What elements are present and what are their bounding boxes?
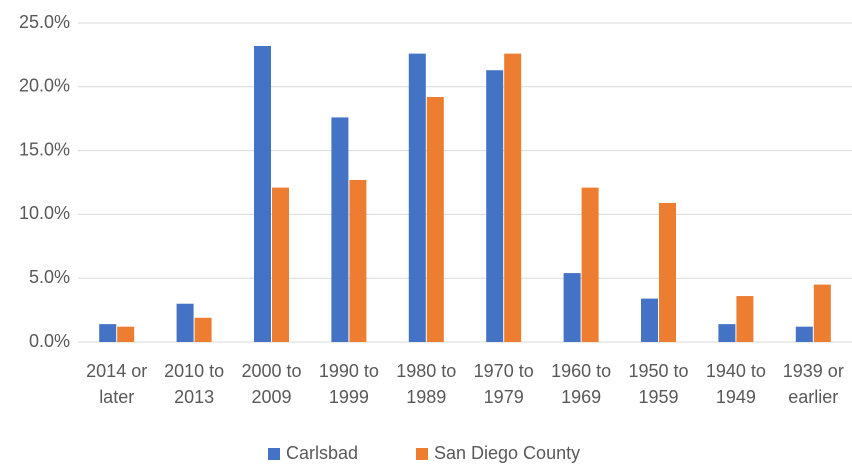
bar — [581, 187, 599, 342]
x-tick-label: 1970 to 1979 — [474, 361, 534, 407]
bar — [176, 303, 194, 342]
y-tick-label: 10.0% — [19, 203, 70, 223]
bar — [813, 284, 831, 342]
bar — [736, 296, 754, 342]
bar — [194, 317, 212, 342]
bar — [659, 202, 676, 342]
bar — [504, 53, 522, 343]
y-tick-label: 25.0% — [19, 12, 70, 32]
y-tick-label: 15.0% — [19, 139, 70, 159]
bar — [563, 273, 581, 342]
bar — [641, 298, 658, 342]
x-tick-label: 1960 to 1969 — [551, 361, 611, 407]
legend-swatch — [268, 448, 280, 460]
legend-label: Carlsbad — [286, 443, 358, 463]
bar — [117, 326, 135, 342]
x-tick-label: 1990 to 1999 — [319, 361, 379, 407]
x-tick-label: 2010 to 2013 — [164, 361, 224, 407]
legend-swatch — [416, 448, 428, 460]
x-tick-label: 1939 or earlier — [783, 361, 844, 407]
x-tick-label: 2000 to 2009 — [241, 361, 301, 407]
bar — [99, 324, 117, 342]
x-tick-label: 1940 to 1949 — [706, 361, 766, 407]
legend-label: San Diego County — [434, 443, 580, 463]
bar — [426, 97, 444, 343]
bar — [331, 117, 349, 342]
bar — [254, 45, 271, 343]
bar — [795, 326, 813, 342]
bar — [349, 179, 367, 342]
bar — [718, 324, 736, 342]
y-tick-label: 20.0% — [19, 76, 70, 96]
x-tick-label: 1950 to 1959 — [628, 361, 688, 407]
bar — [272, 187, 289, 342]
x-tick-label: 1980 to 1989 — [396, 361, 456, 407]
y-tick-label: 5.0% — [29, 267, 70, 287]
bar — [486, 70, 504, 342]
bar — [408, 53, 426, 343]
x-tick-label: 2014 or later — [86, 361, 147, 407]
y-tick-label: 0.0% — [29, 331, 70, 351]
